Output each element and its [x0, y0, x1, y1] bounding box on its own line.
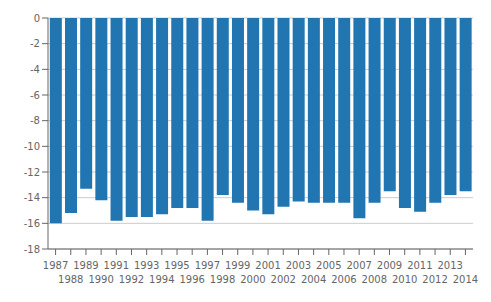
- svg-text:-12: -12: [24, 167, 40, 178]
- svg-text:1992: 1992: [119, 274, 144, 285]
- svg-text:-4: -4: [30, 64, 40, 75]
- svg-text:2008: 2008: [362, 274, 387, 285]
- svg-text:1990: 1990: [88, 274, 113, 285]
- svg-text:-18: -18: [24, 244, 40, 255]
- svg-text:-14: -14: [24, 192, 40, 203]
- svg-text:1989: 1989: [73, 260, 98, 271]
- svg-text:2001: 2001: [255, 260, 280, 271]
- svg-text:0: 0: [34, 13, 40, 24]
- svg-text:1999: 1999: [225, 260, 250, 271]
- svg-text:1993: 1993: [134, 260, 159, 271]
- svg-text:-10: -10: [24, 141, 40, 152]
- svg-text:2010: 2010: [392, 274, 417, 285]
- svg-text:2002: 2002: [271, 274, 296, 285]
- svg-text:1997: 1997: [195, 260, 220, 271]
- svg-text:-6: -6: [30, 90, 40, 101]
- svg-text:1995: 1995: [164, 260, 189, 271]
- svg-text:1987: 1987: [43, 260, 68, 271]
- svg-text:1991: 1991: [104, 260, 129, 271]
- svg-text:2012: 2012: [422, 274, 447, 285]
- svg-text:2011: 2011: [407, 260, 432, 271]
- svg-text:2006: 2006: [331, 274, 356, 285]
- svg-text:2009: 2009: [377, 260, 402, 271]
- svg-text:-8: -8: [30, 115, 40, 126]
- svg-text:2014: 2014: [453, 274, 478, 285]
- svg-text:1996: 1996: [179, 274, 204, 285]
- svg-text:1998: 1998: [210, 274, 235, 285]
- svg-text:2005: 2005: [316, 260, 341, 271]
- svg-text:-2: -2: [30, 38, 40, 49]
- svg-text:2003: 2003: [286, 260, 311, 271]
- svg-text:2000: 2000: [240, 274, 265, 285]
- svg-text:2013: 2013: [438, 260, 463, 271]
- svg-text:1994: 1994: [149, 274, 174, 285]
- svg-text:1988: 1988: [58, 274, 83, 285]
- svg-text:2007: 2007: [346, 260, 371, 271]
- svg-text:-16: -16: [24, 218, 40, 229]
- svg-text:2004: 2004: [301, 274, 326, 285]
